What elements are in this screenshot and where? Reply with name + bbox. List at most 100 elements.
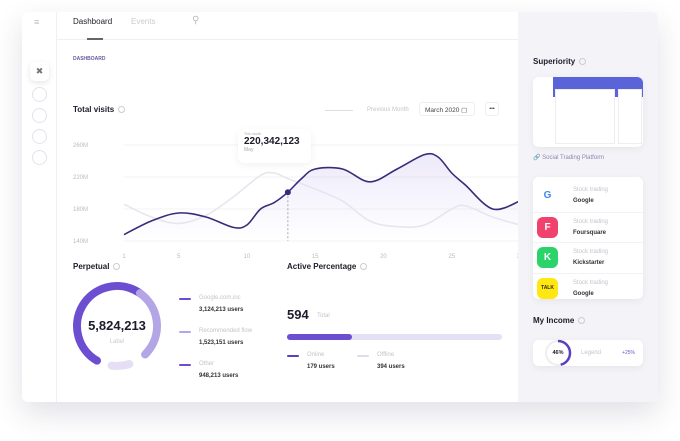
- stock-name: Kickstarter: [573, 260, 605, 266]
- top-nav: Dashboard Events ⚲: [57, 12, 518, 40]
- date-picker[interactable]: March 2020 ▢: [419, 102, 475, 116]
- settings-icon[interactable]: [32, 129, 47, 144]
- perpetual-item-value: 3,124,213 users: [199, 307, 244, 313]
- perpetual-title-text: Perpetual: [73, 262, 110, 271]
- income-card: 46% Legend +25%: [533, 339, 643, 367]
- platform-link[interactable]: 🔗 Social Trading Platform: [533, 154, 604, 161]
- total-visits-title: Total visits: [73, 105, 126, 114]
- user-icon[interactable]: [32, 150, 47, 165]
- legend-swatch: [179, 298, 191, 300]
- visits-chart: 260M220M180M140M151015202530: [73, 143, 518, 260]
- superiority-title-text: Superiority: [533, 57, 576, 66]
- y-tick-label: 140M: [73, 239, 88, 245]
- main-content: Dashboard Events ⚲ DASHBOARD Total visit…: [57, 12, 518, 402]
- stock-item[interactable]: F Stock trading Foursquare: [533, 211, 643, 242]
- x-tick-label: 1: [122, 254, 126, 260]
- data-point: [284, 189, 291, 196]
- clock-icon[interactable]: [32, 87, 47, 102]
- sidebar: ≡ ✖: [22, 12, 57, 402]
- info-icon[interactable]: [113, 263, 121, 271]
- x-tick-label: 25: [448, 254, 455, 260]
- online-value: 179 users: [307, 364, 335, 370]
- donut-segment-recommended: [73, 282, 161, 370]
- active-percentage-title-text: Active Percentage: [287, 262, 357, 271]
- offline-swatch: [357, 355, 369, 357]
- active-progress-fill: [287, 334, 352, 340]
- perpetual-item-value: 1,523,151 users: [199, 340, 244, 346]
- income-percent: 46%: [552, 350, 564, 356]
- perpetual-label: Label: [109, 339, 125, 345]
- active-total-label: Total: [317, 313, 330, 319]
- perpetual-item-value: 948,213 users: [199, 373, 239, 379]
- tooltip-value: 220,342,123: [244, 136, 300, 147]
- income-ring: [544, 339, 572, 367]
- tab-events[interactable]: Events: [131, 17, 156, 26]
- stock-item[interactable]: K Stock trading Kickstarter: [533, 242, 643, 272]
- active-tab-indicator: [87, 38, 103, 40]
- online-swatch: [287, 355, 299, 357]
- income-legend: Legend: [581, 350, 602, 356]
- x-tick-label: 20: [380, 254, 387, 260]
- info-icon[interactable]: [360, 263, 368, 271]
- perpetual-item-name: Google.com.inc: [199, 295, 241, 301]
- series-previous-month: [123, 171, 518, 228]
- menu-icon[interactable]: ≡: [34, 17, 40, 27]
- offline-label: Offline: [377, 352, 395, 358]
- right-panel: Superiority 🔗 Social Trading Platform G S…: [518, 12, 658, 402]
- stock-name: Google: [573, 198, 594, 204]
- chart-tooltip: This month 220,342,123 May: [238, 129, 311, 163]
- tab-dashboard[interactable]: Dashboard: [73, 17, 113, 26]
- stock-logo-icon: F: [537, 216, 558, 238]
- info-icon[interactable]: [578, 317, 586, 325]
- perpetual-item-name: Other: [199, 361, 215, 367]
- income-title-text: My Income: [533, 316, 575, 325]
- legend-swatch: [179, 331, 191, 333]
- stock-logo-icon: G: [537, 185, 558, 206]
- tooltip-label: This month: [244, 132, 262, 136]
- x-tick-label: 30: [517, 254, 518, 260]
- perpetual-total: 5,824,213: [88, 318, 146, 333]
- stock-list: G Stock trading Google F Stock trading Foursq…: [533, 177, 643, 299]
- tools-icon[interactable]: ✖: [30, 62, 49, 81]
- perpetual-donut: [72, 282, 161, 370]
- series-this-month: [123, 152, 518, 236]
- active-progress: [287, 334, 502, 340]
- legend-previous-month: Previous Month: [367, 107, 409, 113]
- offline-value: 394 users: [377, 364, 405, 370]
- series-area: [124, 153, 518, 241]
- income-ring-fill: [544, 339, 572, 367]
- stock-name: Foursquare: [573, 229, 607, 236]
- platform-link-text: Social Trading Platform: [542, 155, 605, 161]
- stock-sub: Stock trading: [573, 218, 609, 225]
- stock-item[interactable]: TALK Stock trading Google: [533, 272, 643, 303]
- more-button[interactable]: •••: [485, 102, 499, 116]
- income-title: My Income: [533, 316, 586, 325]
- stock-sub: Stock trading: [573, 249, 609, 255]
- y-tick-label: 260M: [73, 143, 88, 149]
- donut-segment-other: [73, 282, 161, 370]
- active-percentage-title: Active Percentage: [287, 262, 368, 271]
- date-picker-value: March 2020: [425, 107, 460, 114]
- x-tick-label: 15: [312, 254, 319, 260]
- perpetual-item-name: Recommended flow: [199, 328, 253, 334]
- breadcrumb[interactable]: DASHBOARD: [73, 56, 106, 62]
- info-icon[interactable]: [579, 58, 587, 66]
- search-icon[interactable]: ⚲: [192, 15, 200, 26]
- platform-preview[interactable]: [533, 77, 643, 147]
- alert-icon[interactable]: [32, 108, 47, 123]
- perpetual-title: Perpetual: [73, 262, 121, 271]
- info-icon[interactable]: [118, 106, 126, 114]
- dashboard-window: ≡ ✖ Dashboard Events ⚲ DASHBOARD Total v…: [22, 12, 658, 402]
- superiority-title: Superiority: [533, 57, 587, 66]
- income-change: +25%: [622, 350, 635, 356]
- y-tick-label: 220M: [73, 175, 88, 181]
- total-visits-title-text: Total visits: [73, 105, 115, 114]
- x-tick-label: 5: [177, 254, 181, 260]
- stock-logo-icon: TALK: [537, 277, 558, 299]
- active-total: 594: [287, 307, 309, 322]
- stock-item[interactable]: G Stock trading Google: [533, 181, 643, 211]
- stock-sub: Stock trading: [573, 187, 609, 193]
- tooltip-month: May: [244, 147, 254, 153]
- stock-name: Google: [573, 290, 594, 297]
- y-tick-label: 180M: [73, 207, 88, 213]
